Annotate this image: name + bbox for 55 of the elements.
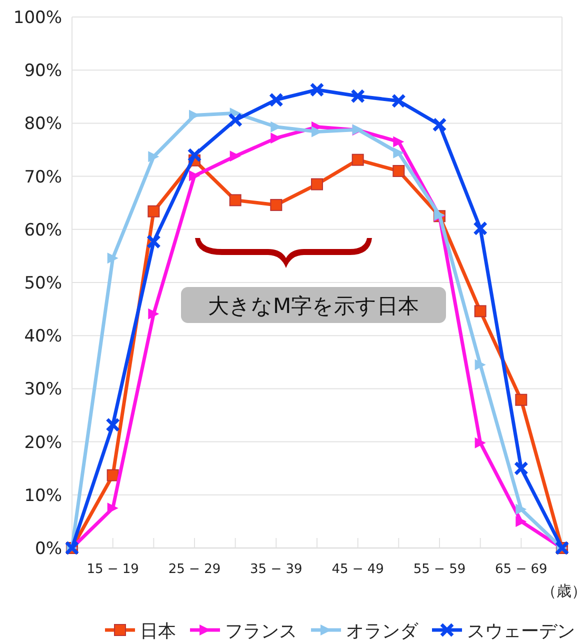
point [148,205,160,218]
point [474,437,486,448]
y-tick-label: 10% [24,486,62,506]
point [106,418,120,432]
point [432,118,447,132]
point [516,504,527,515]
point [187,148,202,162]
y-tick-label: 70% [24,167,62,188]
y-tick-label: 80% [24,114,62,134]
point [148,151,160,162]
y-tick-label: 50% [24,274,62,294]
point [515,394,528,406]
legend-label: 日本 [140,621,176,642]
annotation: 大きなM字を示す日本 [208,294,420,318]
point [270,198,282,211]
legend-label: オランダ [346,621,419,642]
point [148,308,160,320]
point [189,170,200,182]
point [350,88,366,104]
point [229,194,242,206]
point [393,136,404,148]
x-tick-label: 25 − 29 [168,562,221,577]
y-tick-label: 90% [24,61,62,82]
point [393,147,404,158]
point [268,92,284,108]
y-tick-label: 0% [35,539,62,559]
point [107,252,118,264]
y-tick-label: 40% [24,326,62,347]
point [516,516,527,527]
point [473,221,488,236]
y-tick-label: 20% [24,432,62,453]
point [311,178,323,190]
point [352,154,364,166]
point [270,132,282,144]
point [310,82,324,97]
y-tick-label: 30% [24,380,62,400]
legend-label: スウェーデン [467,621,575,642]
x-tick-label: 45 − 49 [332,562,384,577]
legend-label: フランス [225,621,297,642]
point [106,469,119,482]
x-tick-label: 55 − 59 [413,562,466,577]
point [228,112,243,128]
y-tick-label: 100% [13,8,62,28]
point [392,164,405,177]
point [514,461,528,476]
point [391,94,406,108]
point [474,305,486,318]
y-tick-label: 60% [24,220,62,240]
point [146,234,161,249]
x-tick-label: 65 − 69 [495,562,548,577]
point [474,359,486,370]
x-axis-title: （歳） [542,582,585,600]
point [230,150,241,162]
x-tick-label: 15 − 19 [86,562,139,577]
x-tick-label: 35 − 39 [250,562,302,577]
